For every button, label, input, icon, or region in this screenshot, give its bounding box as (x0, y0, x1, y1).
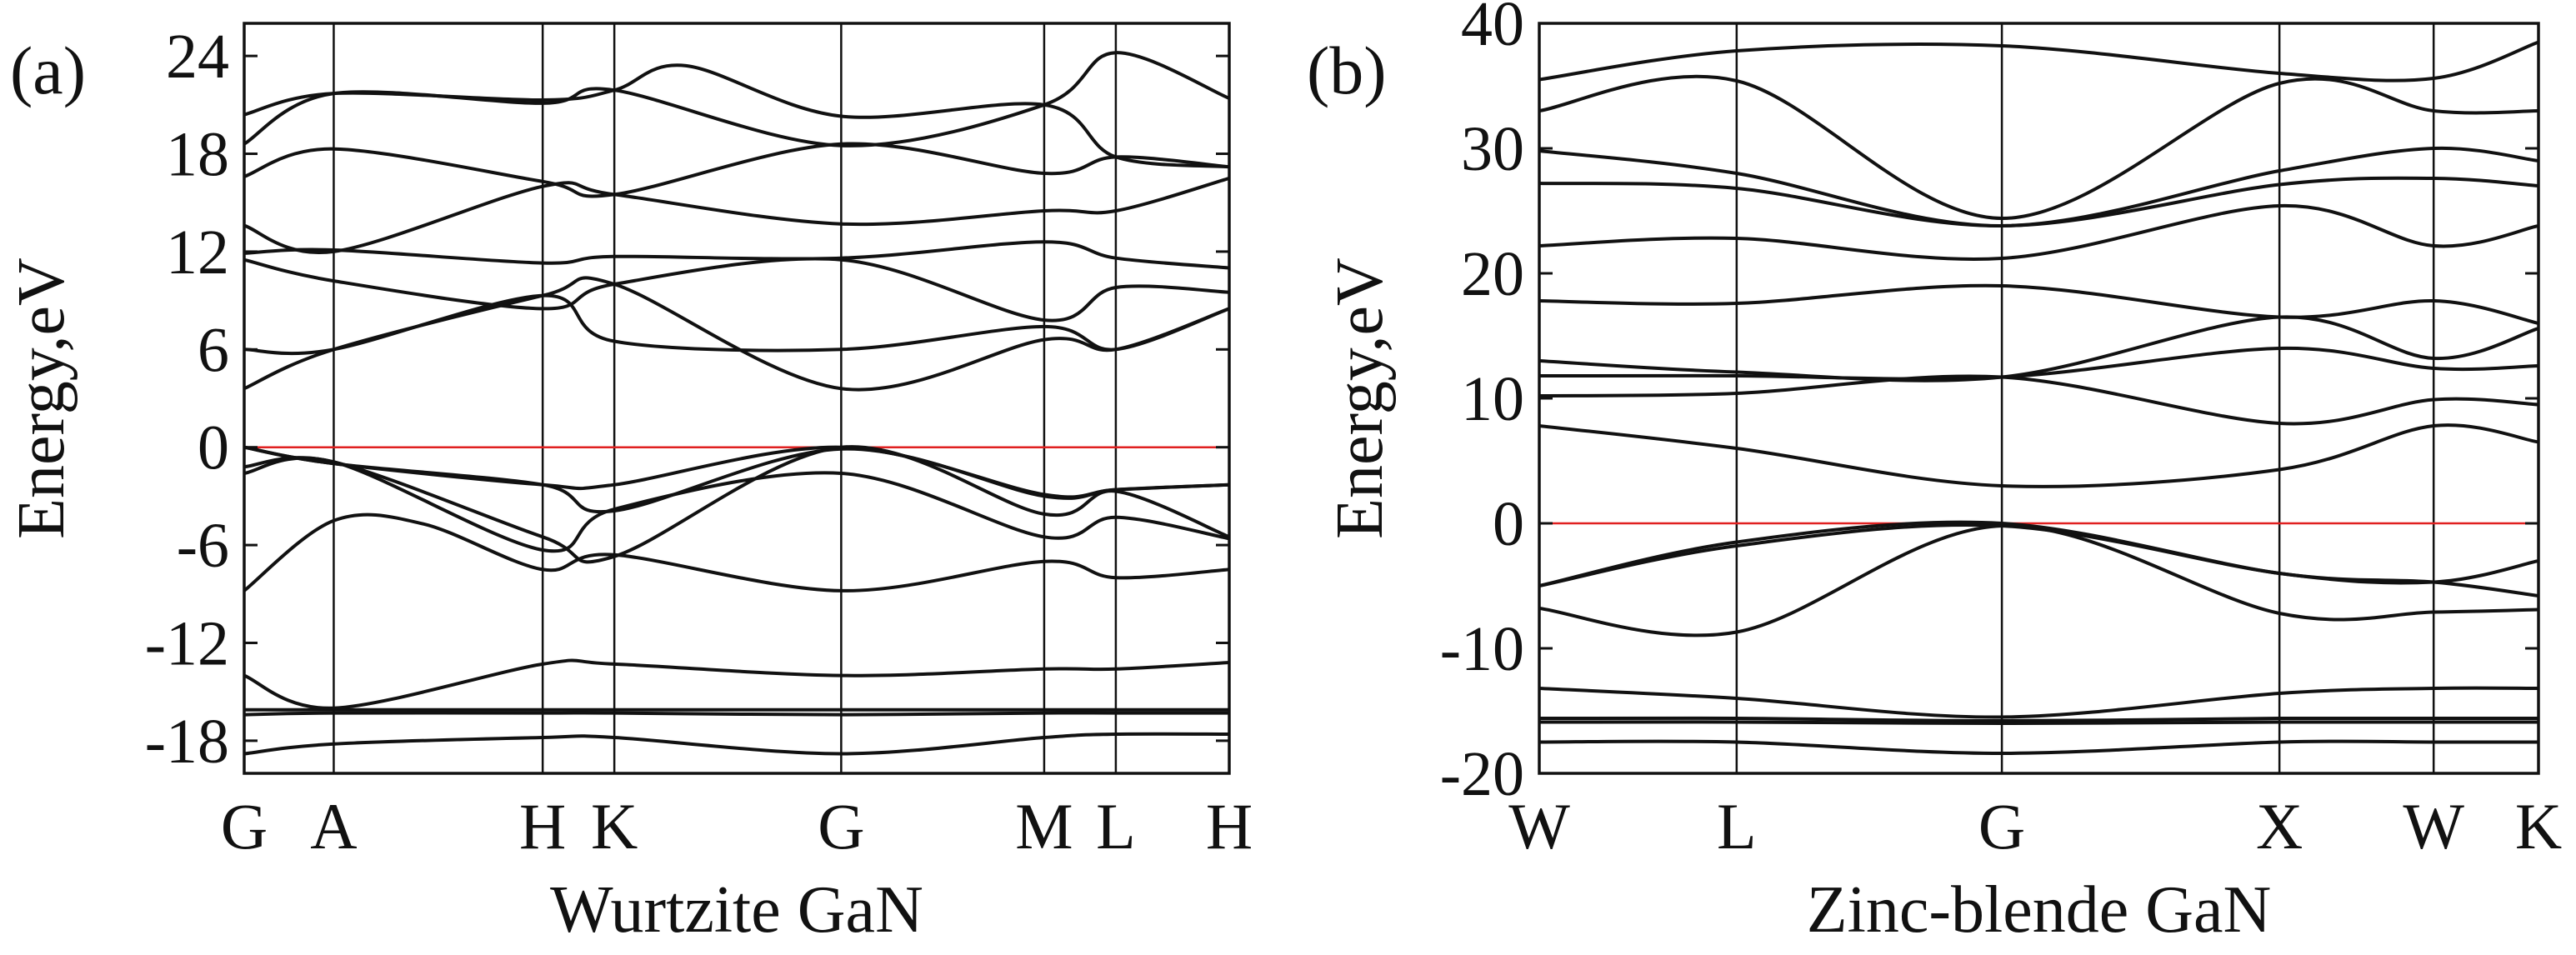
band-line-band-17 (244, 63, 1229, 169)
panel-tag: (a) (10, 32, 86, 108)
x-axis-title: Zinc-blende GaN (1807, 873, 2272, 947)
kpoint-label: L (1717, 790, 1757, 862)
band-line-band-8 (1539, 423, 2538, 488)
band-line-band-16 (244, 51, 1229, 148)
kpoint-label: A (310, 790, 357, 862)
panel-tag: (b) (1307, 32, 1387, 108)
band-line-band-15 (244, 142, 1229, 198)
band-line-band-7 (1539, 520, 2538, 598)
band-line-band-10 (1539, 346, 2538, 381)
band-line-band-12 (244, 257, 1229, 322)
kpoint-label: G (1978, 790, 2025, 862)
y-tick-label: 0 (1493, 489, 1524, 559)
band-line-band-11 (244, 293, 1229, 356)
y-tick-label: -20 (1440, 739, 1524, 809)
kpoint-label: M (1015, 790, 1073, 862)
band-line-band-6 (1539, 522, 2538, 588)
kpoint-label: H (1206, 790, 1253, 862)
band-line-band-13 (1539, 203, 2538, 261)
y-tick-label: -18 (145, 707, 229, 777)
kpoint-label: G (221, 790, 268, 862)
kpoint-label: L (1096, 790, 1136, 862)
y-tick-label: -6 (177, 511, 229, 581)
y-axis-title: Energy,eV (1323, 258, 1397, 539)
y-tick-label: -12 (145, 608, 229, 678)
band-line-band-4 (1539, 686, 2538, 719)
band-line-band-2 (1539, 716, 2538, 722)
y-tick-label: 0 (198, 413, 229, 483)
kpoint-label: K (2515, 790, 2562, 862)
y-tick-label: 30 (1461, 114, 1524, 184)
band-line-band-5 (244, 512, 1229, 592)
y-tick-label: 24 (166, 22, 229, 92)
kpoint-label: H (519, 790, 566, 862)
band-line-band-1 (244, 732, 1229, 756)
x-axis-title: Wurtzite GaN (550, 873, 923, 947)
band-line-band-5 (1539, 523, 2538, 638)
band-line-band-13 (244, 240, 1229, 270)
plot-frame (243, 22, 1231, 775)
y-tick-label: -10 (1440, 614, 1524, 684)
band-line-band-14 (1539, 176, 2538, 228)
y-tick-label: 20 (1461, 239, 1524, 309)
band-line-band-12 (1539, 283, 2538, 325)
kpoint-label: W (2403, 790, 2464, 862)
band-line-band-9 (244, 445, 1229, 499)
band-line-band-9 (1539, 374, 2538, 426)
y-tick-label: 18 (166, 120, 229, 190)
band-line-band-16 (1539, 74, 2538, 221)
band-line-band-7 (244, 445, 1229, 564)
y-axis-title: Energy,eV (5, 258, 78, 539)
y-tick-label: 40 (1461, 0, 1524, 59)
band-line-band-6 (244, 456, 1229, 553)
kpoint-label: X (2256, 790, 2303, 862)
band-line-band-15 (1539, 146, 2538, 228)
y-tick-label: 10 (1461, 364, 1524, 434)
kpoint-label: G (818, 790, 864, 862)
band-line-band-3 (244, 711, 1229, 717)
band-line-band-4 (244, 658, 1229, 710)
band-line-band-17 (1539, 40, 2538, 82)
y-tick-label: 6 (198, 315, 229, 385)
band-line-band-1 (1539, 739, 2538, 755)
plot-frame (1538, 22, 2540, 775)
y-tick-label: 12 (166, 218, 229, 288)
band-line-band-3 (1539, 720, 2538, 725)
band-line-band-14 (244, 176, 1229, 255)
kpoint-label: K (591, 790, 638, 862)
band-line-band-11 (1539, 315, 2538, 382)
kpoint-label: W (1508, 790, 1570, 862)
